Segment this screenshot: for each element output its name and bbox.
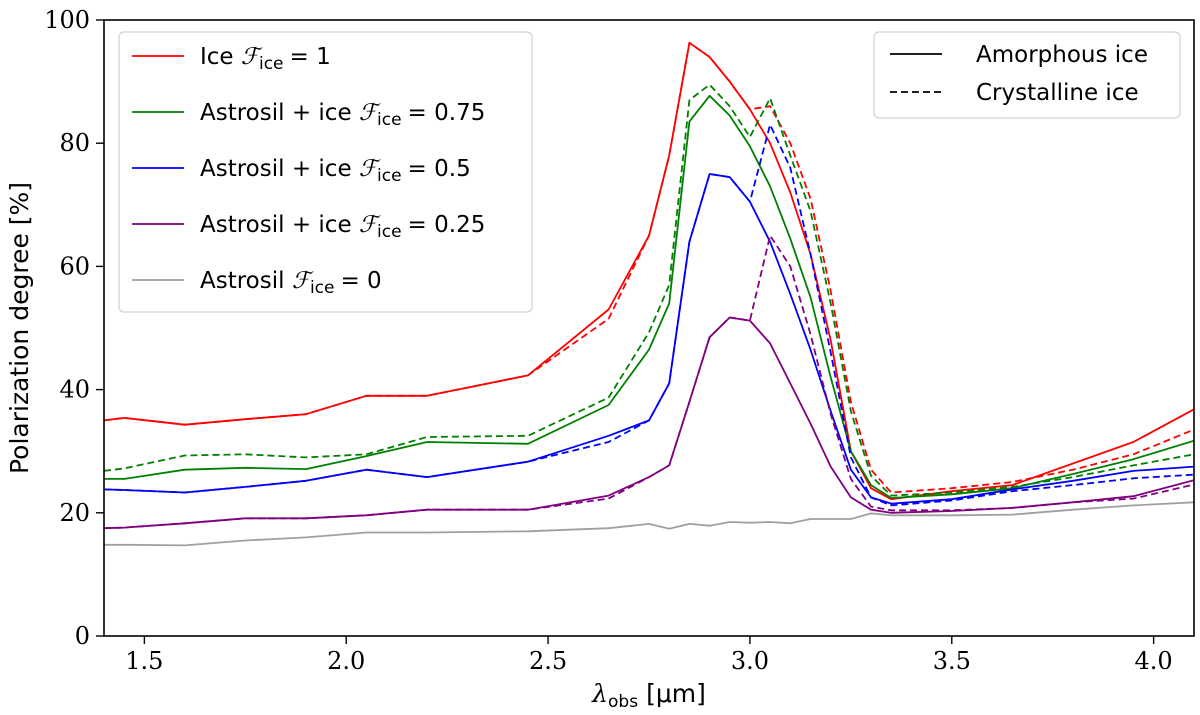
y-tick-label: 80 — [59, 129, 90, 157]
series-legend-label: Astrosil + ice ℱice = 0.75 — [200, 100, 485, 130]
x-tick-label: 3.5 — [933, 647, 971, 675]
x-tick-label: 3.0 — [731, 647, 769, 675]
series-layer — [104, 41, 1194, 547]
series-legend-frame — [118, 31, 533, 313]
x-axis-label: λobs [μm] — [591, 679, 706, 712]
y-tick-label: 20 — [59, 499, 90, 527]
series-line-crystalline-1 — [104, 83, 1194, 497]
y-tick-label: 40 — [59, 376, 90, 404]
style-legend: Amorphous ice Crystalline ice — [873, 31, 1181, 119]
x-tick-label: 4.0 — [1135, 647, 1173, 675]
plot-frame — [103, 19, 1195, 637]
x-tick-label: 1.5 — [125, 647, 163, 675]
series-line-amorphous-0 — [104, 41, 1194, 501]
y-tick-label: 60 — [59, 252, 90, 280]
axis-ticks: 1.5 2.0 2.5 3.0 3.5 4.0 0 20 40 60 80 100 — [44, 6, 1173, 675]
y-tick-label: 0 — [75, 622, 90, 650]
series-line-amorphous-3 — [104, 316, 1194, 530]
series-legend-label: Astrosil ℱice = 0 — [200, 268, 382, 298]
series-legend: Ice ℱice = 1 Astrosil + ice ℱice = 0.75 Astr… — [118, 31, 533, 313]
series-legend-label: Ice ℱice = 1 — [200, 44, 331, 74]
y-tick-label: 100 — [44, 6, 90, 34]
series-line-amorphous-4 — [104, 501, 1194, 547]
series-legend-label: Astrosil + ice ℱice = 0.25 — [200, 212, 485, 242]
style-legend-label: Crystalline ice — [976, 80, 1139, 106]
style-legend-frame — [873, 31, 1181, 119]
y-axis-label: Polarization degree [%] — [5, 182, 34, 474]
x-tick-label: 2.0 — [327, 647, 365, 675]
series-line-amorphous-2 — [104, 173, 1194, 505]
series-legend-label: Astrosil + ice ℱice = 0.5 — [200, 156, 471, 186]
style-legend-label: Amorphous ice — [976, 42, 1148, 68]
x-tick-label: 2.5 — [529, 647, 567, 675]
series-line-amorphous-1 — [104, 94, 1194, 499]
